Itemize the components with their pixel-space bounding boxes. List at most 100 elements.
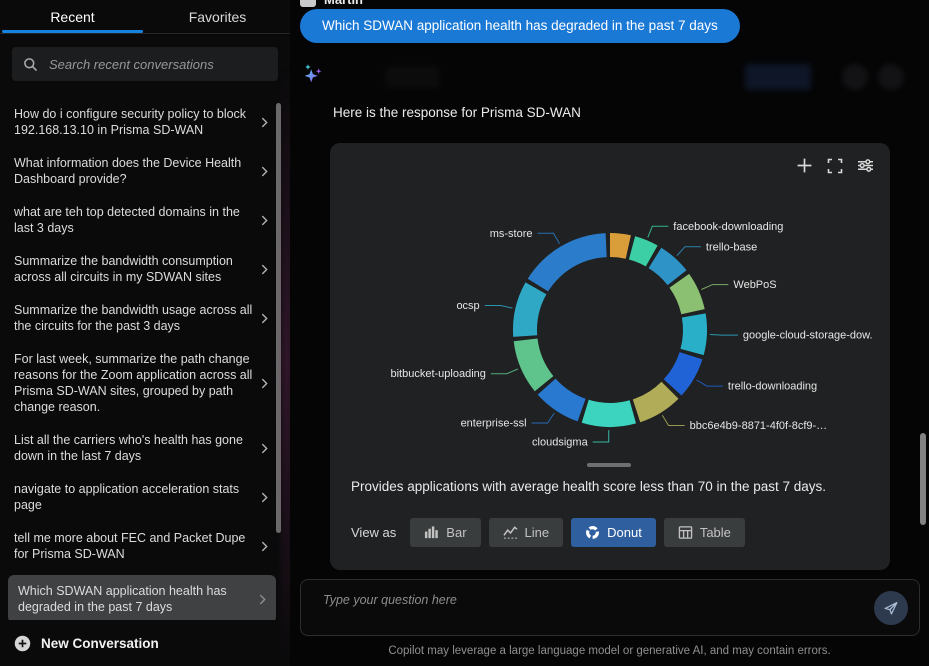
ghost-shape	[385, 66, 440, 88]
send-button[interactable]	[874, 591, 908, 625]
donut-label-leader	[701, 284, 729, 290]
donut-slice-label: ocsp	[456, 300, 479, 312]
chevron-right-icon	[261, 215, 268, 226]
tab-favorites[interactable]: Favorites	[188, 8, 247, 25]
question-input-box[interactable]	[300, 579, 920, 636]
conversation-item[interactable]: What information does the Device Health …	[14, 155, 268, 187]
view-option-label: Bar	[446, 525, 467, 540]
conversation-item-text: What information does the Device Health …	[14, 156, 242, 186]
donut-slice-label: bbc6e4b9-8871-4f0f-8cf9-…	[690, 420, 828, 432]
donut-slice[interactable]	[537, 378, 586, 422]
conversation-item-text: Summarize the bandwidth usage across all…	[14, 303, 253, 333]
chevron-right-icon	[261, 264, 268, 275]
conversation-item[interactable]: Summarize the bandwidth usage across all…	[14, 302, 268, 334]
donut-slice-label: cloudsigma	[532, 437, 589, 449]
view-option-label: Line	[524, 525, 550, 540]
donut-slice[interactable]	[513, 338, 554, 392]
view-option-label: Donut	[607, 525, 642, 540]
chevron-right-icon	[261, 117, 268, 128]
conversation-item-text: what are teh top detected domains in the…	[14, 205, 240, 235]
view-as-label: View as	[351, 525, 397, 540]
user-avatar	[300, 0, 316, 7]
chevron-right-icon	[261, 313, 268, 324]
conversation-item[interactable]: For last week, summarize the path change…	[14, 351, 268, 415]
chat-panel: Martin Which SDWAN application health ha…	[290, 0, 929, 666]
donut-slice[interactable]	[512, 282, 547, 337]
active-tab-underline	[2, 30, 143, 33]
chevron-right-icon	[261, 378, 268, 389]
conversation-item-text: Which SDWAN application health has degra…	[18, 584, 227, 614]
expand-icon[interactable]	[827, 158, 843, 174]
donut-slice[interactable]	[581, 399, 636, 427]
conversation-item[interactable]: navigate to application acceleration sta…	[14, 481, 268, 513]
add-icon[interactable]	[796, 157, 813, 174]
donut-slice[interactable]	[610, 233, 631, 259]
donut-slice-label: WebPoS	[733, 279, 776, 291]
send-plane-icon	[884, 601, 898, 615]
conversation-item[interactable]: How do i configure security policy to bl…	[14, 106, 268, 138]
conversation-item[interactable]: what are teh top detected domains in the…	[14, 204, 268, 236]
chevron-right-icon	[261, 492, 268, 503]
plus-circle-icon	[14, 635, 31, 652]
donut-label-leader	[490, 368, 519, 375]
conversation-item-text: List all the carriers who's health has g…	[14, 433, 243, 463]
chart-toolbar	[796, 157, 874, 174]
view-as-line-button[interactable]: Line	[488, 518, 564, 547]
conversation-item[interactable]: Summarize the bandwidth consumption acro…	[14, 253, 268, 285]
bar-chart-icon	[424, 525, 439, 540]
donut-label-leader	[661, 414, 685, 426]
new-conversation-button[interactable]: New Conversation	[0, 620, 290, 666]
chevron-right-icon	[259, 594, 266, 605]
view-as-table-button[interactable]: Table	[663, 518, 745, 547]
filter-sliders-icon[interactable]	[857, 158, 874, 173]
ghost-circle	[842, 64, 868, 90]
tab-recent[interactable]: Recent	[50, 8, 95, 25]
conversation-item-text: How do i configure security policy to bl…	[14, 107, 247, 137]
chevron-right-icon	[261, 166, 268, 177]
donut-slice-label: facebook-downloading	[673, 221, 783, 233]
donut-label-leader	[484, 305, 513, 309]
copilot-sparkle-icon	[300, 60, 328, 93]
donut-slice[interactable]	[648, 247, 687, 286]
question-input[interactable]	[321, 592, 845, 608]
main-scrollbar[interactable]	[920, 433, 926, 525]
donut-label-leader	[531, 412, 555, 424]
conversation-item[interactable]: Which SDWAN application health has degra…	[8, 575, 276, 620]
conversation-item-text: navigate to application acceleration sta…	[14, 482, 240, 512]
view-as-donut-button[interactable]: Donut	[571, 518, 656, 547]
donut-slice-label: trello-downloading	[728, 381, 817, 393]
view-as-bar-button[interactable]: Bar	[410, 518, 481, 547]
donut-slice[interactable]	[628, 236, 658, 267]
ghost-button	[745, 64, 811, 90]
conversation-item[interactable]: tell me more about FEC and Packet Dupe f…	[14, 530, 268, 562]
donut-label-leader	[537, 232, 560, 244]
search-box[interactable]	[12, 47, 278, 81]
view-as-row: View as Bar Line Donut Table	[351, 518, 745, 547]
search-input[interactable]	[47, 55, 267, 73]
user-message-header: Martin	[300, 0, 363, 7]
donut-slice-label: enterprise-ssl	[461, 418, 527, 430]
conversation-item[interactable]: List all the carriers who's health has g…	[14, 432, 268, 464]
conversations-sidebar: Recent Favorites How do i configure secu…	[0, 0, 290, 666]
sidebar-scrollbar[interactable]	[276, 103, 281, 533]
donut-slice[interactable]	[632, 381, 679, 423]
disclaimer-text: Copilot may leverage a large language mo…	[388, 645, 831, 657]
chart-description: Provides applications with average healt…	[351, 479, 827, 494]
ghost-circle	[878, 64, 904, 90]
chart-scroll-indicator[interactable]	[587, 463, 631, 467]
donut-label-leader	[696, 379, 723, 387]
conversation-item-text: For last week, summarize the path change…	[14, 352, 253, 414]
donut-slice[interactable]	[663, 352, 703, 396]
donut-slice[interactable]	[527, 233, 607, 292]
conversation-item-text: tell me more about FEC and Packet Dupe f…	[14, 531, 246, 561]
table-icon	[678, 525, 693, 540]
donut-slice[interactable]	[680, 313, 708, 356]
donut-chart[interactable]: facebook-downloading trello-base WebPoS goo…	[330, 143, 890, 478]
view-option-label: Table	[699, 525, 731, 540]
donut-slice[interactable]	[669, 273, 705, 315]
new-conversation-label: New Conversation	[41, 635, 159, 651]
line-chart-icon	[502, 525, 518, 540]
search-icon	[24, 57, 38, 71]
donut-label-leader	[592, 429, 610, 443]
donut-chart-icon	[585, 525, 600, 540]
